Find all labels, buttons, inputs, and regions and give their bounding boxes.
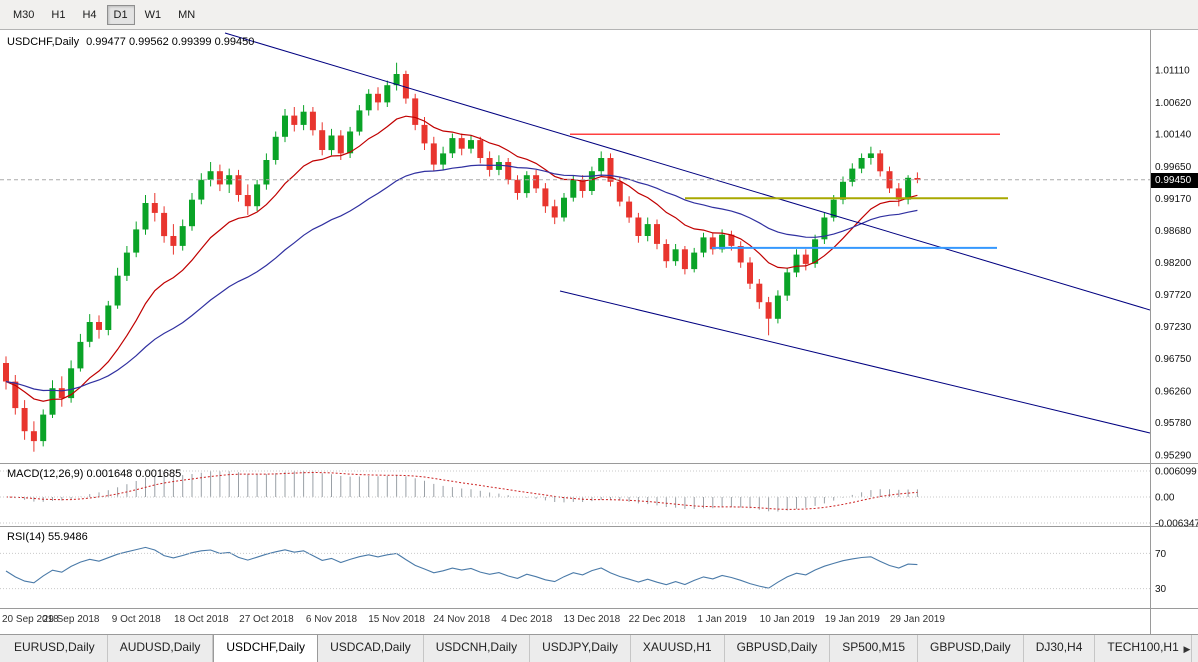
svg-text:0.99650: 0.99650: [1155, 162, 1192, 173]
chart-tab-gbpusd-daily-7[interactable]: GBPUSD,Daily: [725, 635, 831, 662]
timeframe-button-m30[interactable]: M30: [13, 8, 35, 21]
svg-text:1 Jan 2019: 1 Jan 2019: [697, 614, 747, 625]
macd-signal-line: [5, 471, 918, 510]
svg-text:15 Nov 2018: 15 Nov 2018: [368, 614, 425, 625]
svg-text:4 Dec 2018: 4 Dec 2018: [501, 614, 553, 625]
svg-text:22 Dec 2018: 22 Dec 2018: [629, 614, 686, 625]
timeframe-button-w1[interactable]: W1: [144, 8, 162, 21]
svg-text:27 Oct 2018: 27 Oct 2018: [239, 614, 294, 625]
fast-ma-line: [5, 115, 918, 402]
timeframe-button-mn[interactable]: MN: [178, 8, 196, 21]
svg-text:0.00: 0.00: [1155, 493, 1175, 504]
chart-tab-sp500-m15-8[interactable]: SP500,M15: [830, 635, 918, 662]
svg-text:70: 70: [1155, 549, 1167, 560]
svg-text:0.96260: 0.96260: [1155, 386, 1192, 397]
svg-text:0.006099: 0.006099: [1155, 467, 1197, 478]
candles-group: [3, 62, 921, 452]
chart-symbol-period: USDCHF,Daily: [7, 36, 80, 48]
rsi-indicator-label: RSI(14) 55.9486: [7, 531, 88, 543]
svg-text:1.01110: 1.01110: [1155, 66, 1190, 77]
chart-ohlc-values: 0.99477 0.99562 0.99399 0.99450: [86, 36, 255, 48]
chart-tab-usdcad-daily-3[interactable]: USDCAD,Daily: [318, 635, 424, 662]
svg-text:10 Jan 2019: 10 Jan 2019: [760, 614, 815, 625]
trendline-0[interactable]: [224, 32, 1150, 311]
svg-text:0.97230: 0.97230: [1155, 322, 1192, 333]
chart-tab-usdjpy-daily-5[interactable]: USDJPY,Daily: [530, 635, 631, 662]
chart-window: 1.01110 1.00620 1.00140 0.99650 0.99170 0.986…: [0, 30, 1198, 634]
svg-text:19 Jan 2019: 19 Jan 2019: [825, 614, 880, 625]
chart-tab-gbpusd-daily-9[interactable]: GBPUSD,Daily: [918, 635, 1024, 662]
trendline-1[interactable]: [559, 290, 1150, 434]
timeframe-button-h4[interactable]: H4: [82, 8, 97, 21]
timeframe-button-d1[interactable]: D1: [106, 4, 135, 25]
svg-text:1.00140: 1.00140: [1155, 130, 1192, 141]
svg-text:29 Sep 2018: 29 Sep 2018: [43, 614, 100, 625]
svg-text:0.98680: 0.98680: [1155, 226, 1192, 237]
svg-text:6 Nov 2018: 6 Nov 2018: [306, 614, 358, 625]
chart-tab-audusd-daily-1[interactable]: AUDUSD,Daily: [108, 635, 214, 662]
chart-tabs-bar: EURUSD,Daily AUDUSD,Daily USDCHF,Daily USDC…: [0, 634, 1198, 662]
macd-indicator-label: MACD(12,26,9) 0.001648 0.001685: [7, 468, 182, 480]
timeframe-button-h1[interactable]: H1: [51, 8, 66, 21]
tab-scroll-right-button[interactable]: ▶: [1183, 645, 1191, 655]
timeframe-toolbar: M30 H1 H4 D1 W1 MN: [0, 0, 1198, 30]
chart-canvas[interactable]: 1.01110 1.00620 1.00140 0.99650 0.99170 0.986…: [0, 30, 1198, 634]
current-price-box: 0.99450: [1151, 173, 1198, 188]
svg-text:0.97720: 0.97720: [1155, 290, 1192, 301]
svg-text:0.98200: 0.98200: [1155, 258, 1192, 269]
chart-tab-usdchf-daily-2[interactable]: USDCHF,Daily: [213, 635, 319, 662]
plot-layer: [0, 32, 1150, 589]
svg-text:0.96750: 0.96750: [1155, 354, 1192, 365]
svg-text:-0.006347: -0.006347: [1155, 519, 1198, 530]
chart-header: USDCHF,Daily 0.99477 0.99562 0.99399 0.99…: [7, 36, 261, 48]
svg-text:30: 30: [1155, 584, 1167, 595]
svg-text:0.95290: 0.95290: [1155, 451, 1192, 462]
chart-tab-usdcnh-daily-4[interactable]: USDCNH,Daily: [424, 635, 531, 662]
price-axis[interactable]: 1.01110 1.00620 1.00140 0.99650 0.99170 0.986…: [1155, 66, 1192, 462]
svg-text:18 Oct 2018: 18 Oct 2018: [174, 614, 229, 625]
svg-text:0.95780: 0.95780: [1155, 418, 1192, 429]
macd-pane: [5, 471, 918, 512]
svg-text:20 Sep 2018: 20 Sep 2018: [2, 614, 59, 625]
chart-tab-tech100-h1-11[interactable]: TECH100,H1: [1095, 635, 1192, 662]
chart-tab-eurusd-daily-0[interactable]: EURUSD,Daily: [2, 635, 108, 662]
svg-text:13 Dec 2018: 13 Dec 2018: [564, 614, 621, 625]
svg-text:9 Oct 2018: 9 Oct 2018: [112, 614, 161, 625]
slow-ma-line: [5, 164, 918, 392]
svg-text:29 Jan 2019: 29 Jan 2019: [890, 614, 945, 625]
chart-tab-dj30-h4-10[interactable]: DJ30,H4: [1024, 635, 1096, 662]
chart-tab-xauusd-h1-6[interactable]: XAUUSD,H1: [631, 635, 725, 662]
svg-text:0.99170: 0.99170: [1155, 194, 1192, 205]
svg-text:24 Nov 2018: 24 Nov 2018: [433, 614, 490, 625]
rsi-line: [5, 546, 918, 589]
svg-text:1.00620: 1.00620: [1155, 98, 1192, 109]
